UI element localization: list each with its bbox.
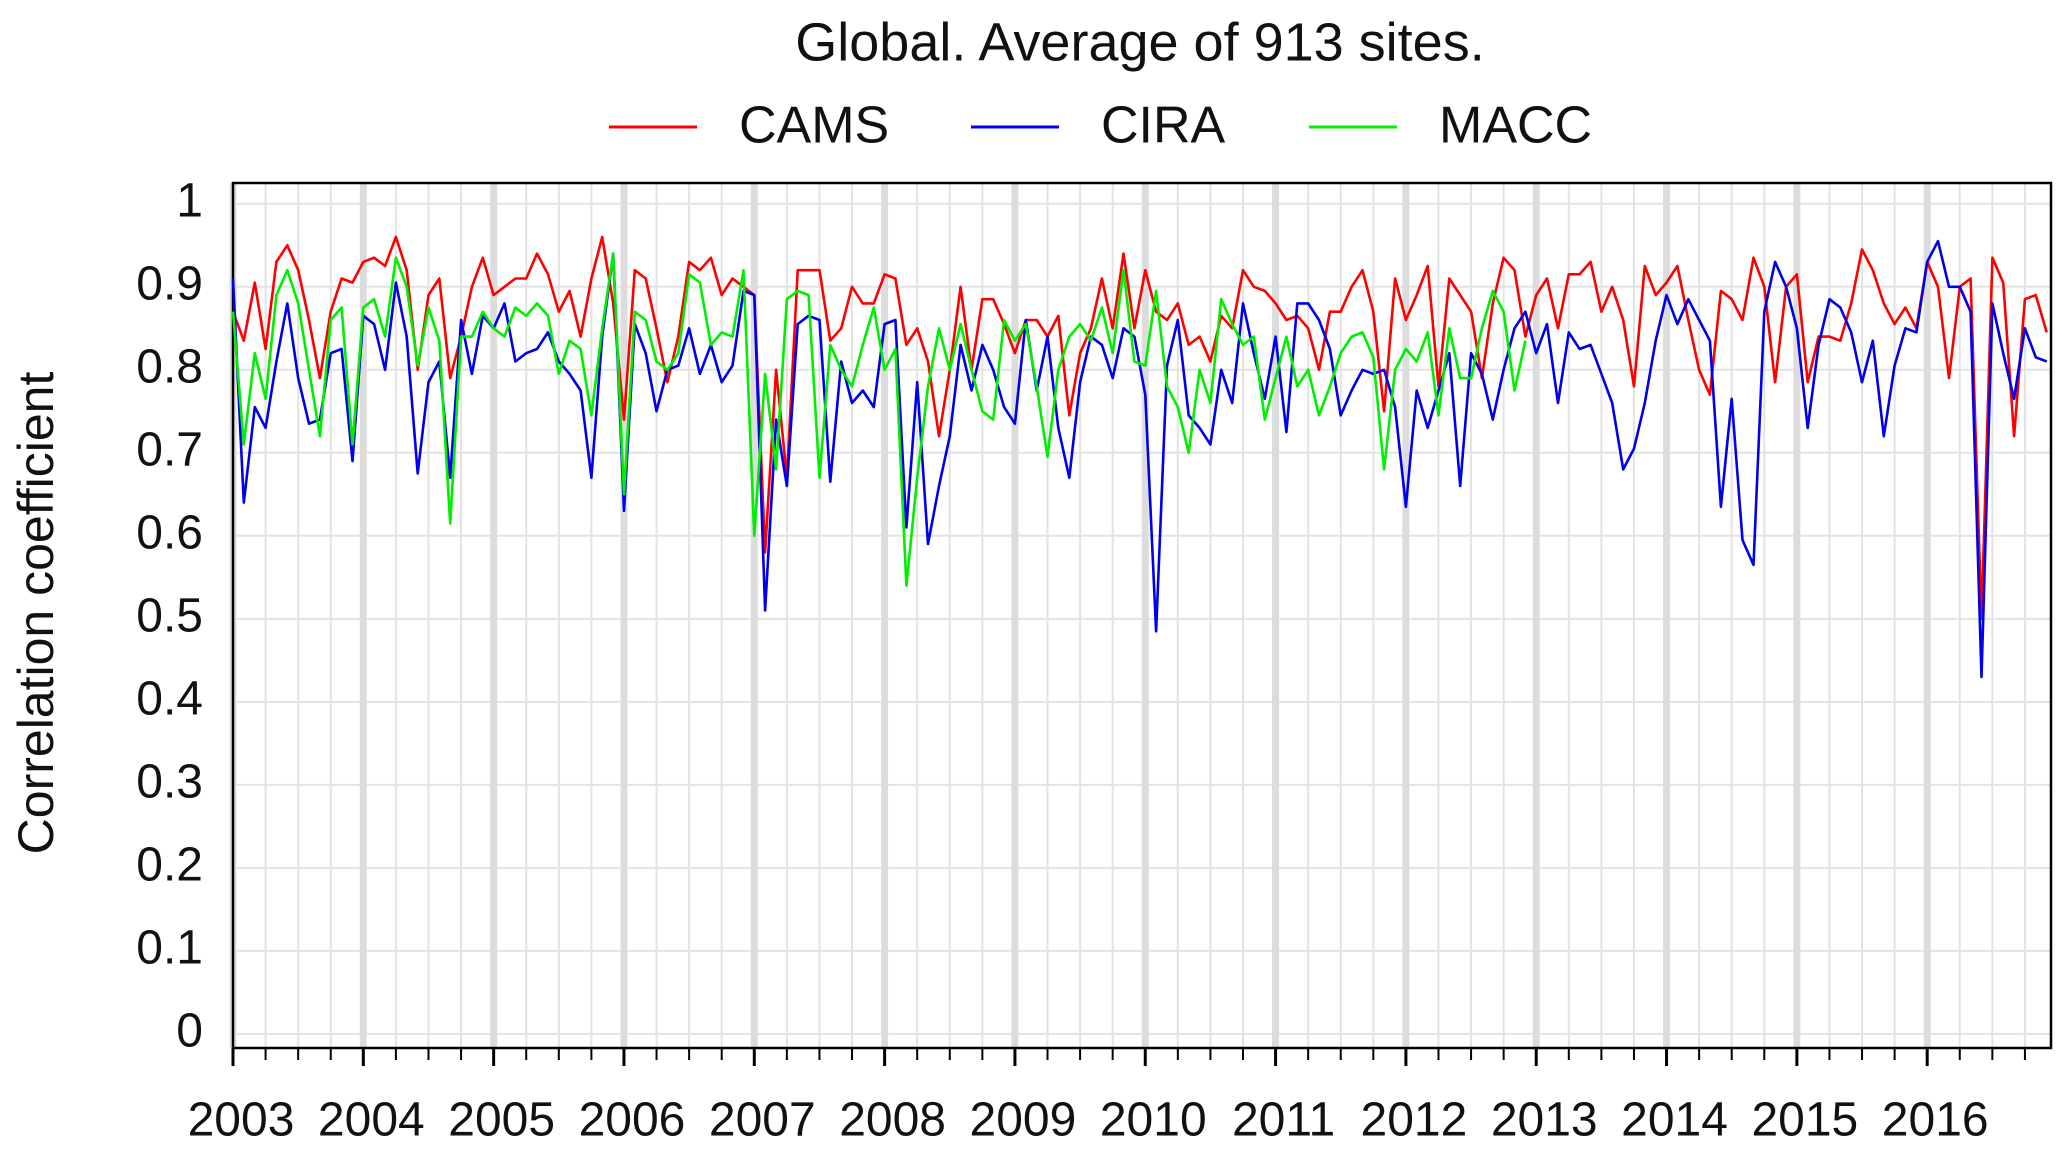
x-tick-label: 2010	[1100, 1094, 1207, 1147]
data-line	[231, 235, 2048, 621]
x-tick-label: 2014	[1621, 1094, 1728, 1147]
x-tick-label: 2004	[318, 1094, 425, 1147]
x-tick-label: 2008	[839, 1094, 946, 1147]
y-tick-label: 0.5	[136, 589, 203, 642]
y-tick-label: 0	[176, 1005, 203, 1058]
legend-label: MACC	[1439, 97, 1592, 155]
x-tick-label: 2009	[970, 1094, 1077, 1147]
x-tick-label: 2015	[1751, 1094, 1858, 1147]
x-tick-label: 2013	[1491, 1094, 1598, 1147]
data-line	[231, 252, 1527, 587]
x-tick-label: 2007	[709, 1094, 816, 1147]
y-tick-label: 0.4	[136, 673, 203, 726]
y-tick-label: 0.3	[136, 756, 203, 809]
x-tick-label: 2003	[188, 1094, 295, 1147]
x-tick-label: 2011	[1232, 1094, 1335, 1147]
x-tick-label: 2016	[1882, 1094, 1989, 1147]
plot-frame	[231, 181, 2053, 1050]
x-tick-label: 2005	[448, 1094, 555, 1147]
y-tick-label: 0.7	[136, 423, 203, 476]
data-line	[231, 239, 2048, 679]
y-tick-label: 0.6	[136, 506, 203, 559]
legend-label: CIRA	[1101, 97, 1226, 155]
y-tick-label: 0.2	[136, 839, 203, 892]
chart-title: Global. Average of 913 sites.	[795, 12, 1484, 72]
y-tick-label: 0.9	[136, 257, 203, 310]
y-tick-label: 1	[176, 174, 203, 227]
y-axis-label: Correlation coefficient	[8, 372, 64, 855]
x-tick-label: 2006	[579, 1094, 686, 1147]
y-tick-label: 0.1	[136, 922, 203, 975]
x-tick-label: 2012	[1361, 1094, 1468, 1147]
y-tick-label: 0.8	[136, 340, 203, 393]
legend-label: CAMS	[739, 97, 889, 155]
